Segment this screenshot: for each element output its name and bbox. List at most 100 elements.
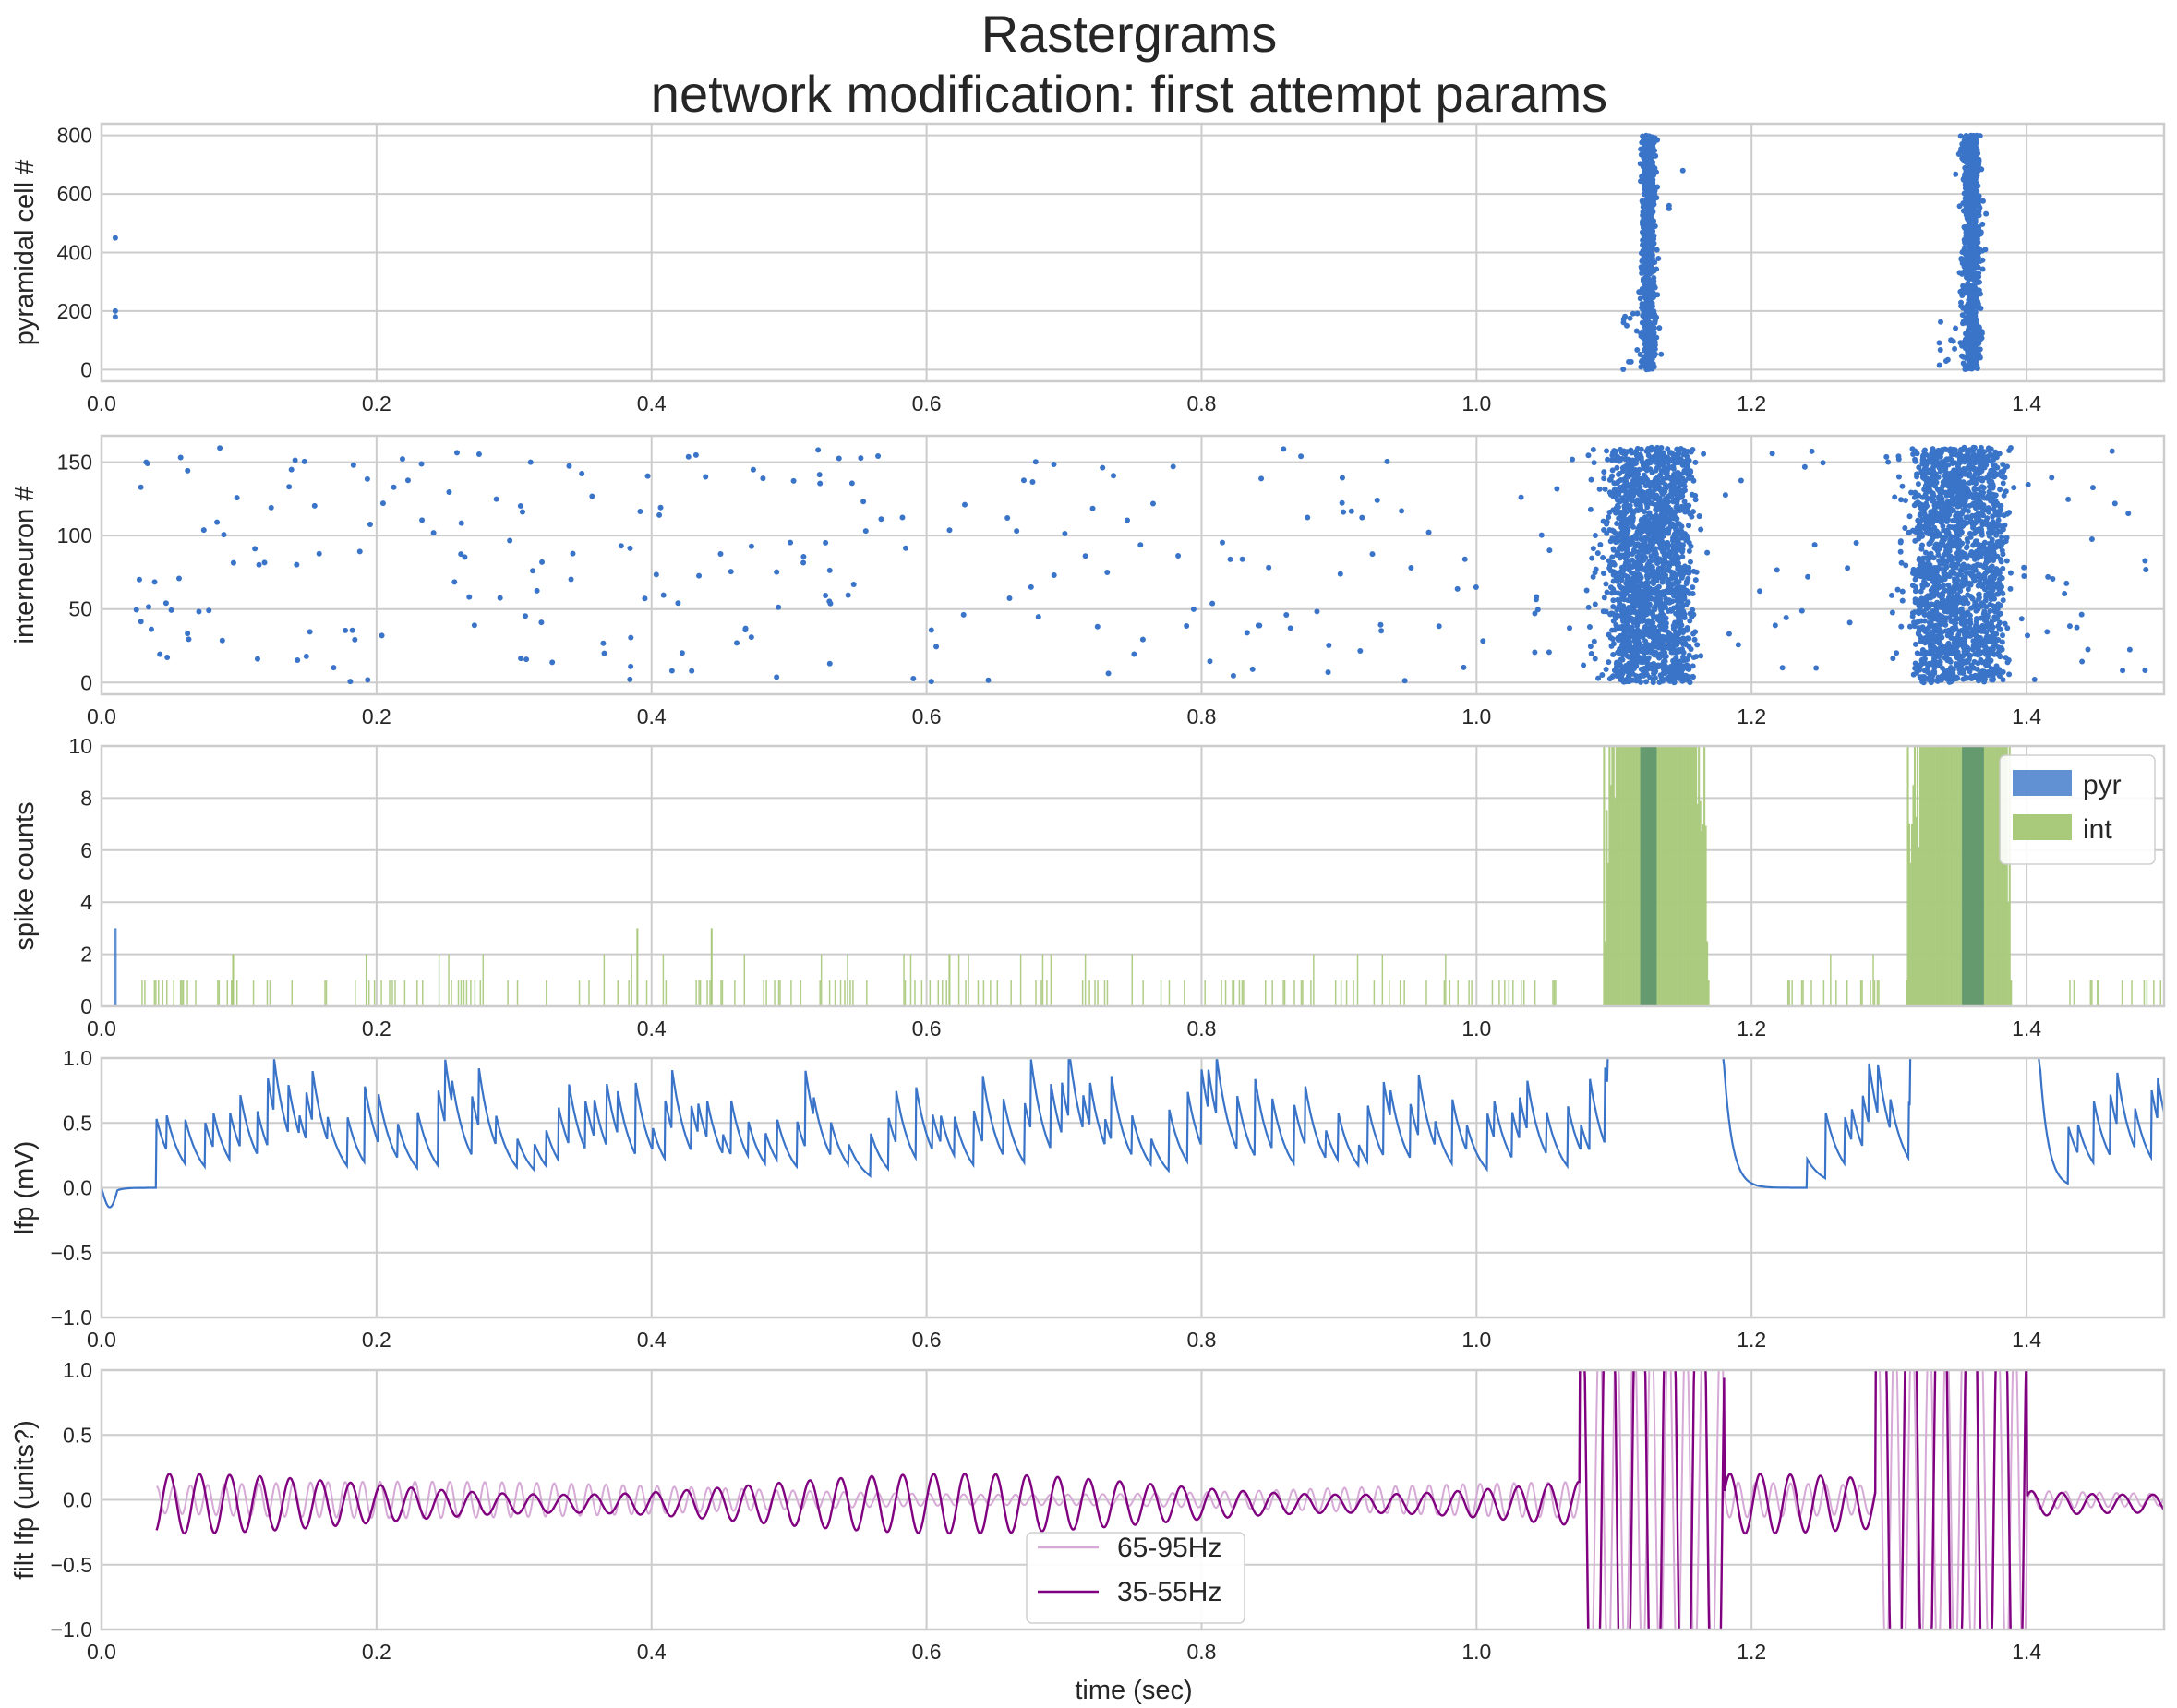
spike-point (1957, 340, 1964, 346)
spike-point (1629, 664, 1635, 670)
spike-point (1696, 513, 1702, 520)
spike-point (1627, 644, 1633, 650)
spike-point (1605, 456, 1611, 463)
spike-point (136, 576, 142, 583)
spike-point (1620, 518, 1627, 524)
spike-point (1961, 236, 1967, 243)
spike-point (517, 503, 523, 510)
spike-point (589, 493, 595, 499)
spike-point (875, 453, 882, 460)
spike-point (1629, 498, 1635, 504)
spike-point (462, 554, 468, 560)
spike-point (1678, 528, 1685, 535)
spike-point (1125, 517, 1131, 523)
spike-point (618, 543, 624, 549)
x-tick-label: 1.4 (2012, 704, 2041, 728)
spike-point (1681, 676, 1688, 682)
spike-point (717, 550, 724, 557)
spike-point (1637, 352, 1643, 358)
spike-point (2126, 646, 2133, 653)
y-tick-label: 100 (57, 523, 92, 547)
spike-point (657, 504, 664, 511)
spike-point (689, 668, 695, 674)
x-tick-label: 0.0 (87, 704, 116, 728)
spike-point (519, 509, 525, 515)
spike-point (1567, 625, 1573, 631)
spike-point (1588, 476, 1594, 483)
spike-point (1600, 554, 1606, 560)
spike-point (566, 463, 572, 469)
spike-point (1963, 168, 1969, 174)
spike-point (419, 517, 426, 523)
spike-point (1644, 535, 1651, 541)
spike-point (1738, 477, 1744, 484)
spike-point (1681, 639, 1688, 645)
spike-point (185, 631, 191, 637)
spike-point (1170, 463, 1176, 470)
spike-point (1968, 167, 1975, 174)
spike-point (343, 627, 349, 633)
spike-point (2025, 632, 2031, 639)
spike-point (1944, 356, 1951, 363)
spike-point (1357, 647, 1364, 654)
spike-point (157, 651, 163, 657)
spike-point (1646, 559, 1653, 565)
spike-point (1534, 594, 1540, 600)
spike-point (1958, 353, 1965, 359)
spike-point (1020, 477, 1027, 484)
spike-point (534, 587, 540, 594)
spike-point (1652, 135, 1658, 141)
spike-point (1668, 511, 1675, 517)
spike-point (1681, 499, 1688, 505)
spike-point (1401, 678, 1408, 684)
spike-point (1959, 287, 1966, 294)
x-tick-label: 1.0 (1461, 391, 1491, 415)
spike-point (1885, 459, 1892, 465)
spike-point (1614, 521, 1620, 527)
spike-point (660, 592, 667, 598)
spike-point (1337, 571, 1343, 577)
spike-point (1667, 549, 1674, 556)
spike-point (570, 550, 576, 557)
spike-point (1964, 151, 1970, 158)
spike-point (1690, 477, 1697, 484)
spike-point (1594, 550, 1601, 557)
spike-point (1647, 608, 1654, 615)
spike-point (1654, 535, 1661, 541)
spike-point (1657, 595, 1664, 602)
spike-point (1685, 599, 1691, 606)
spike-point (1590, 546, 1596, 552)
spike-point (1617, 600, 1623, 607)
spike-point (1601, 475, 1607, 482)
spike-point (164, 655, 171, 661)
spike-point (1967, 309, 1973, 316)
spike-point (1685, 575, 1691, 582)
spike-point (2000, 597, 2006, 604)
spike-point (168, 607, 174, 613)
spike-point (1689, 491, 1695, 498)
spike-point (1650, 680, 1656, 686)
spike-point (1968, 235, 1975, 242)
spike-point (217, 445, 223, 451)
spike-point (1623, 525, 1630, 532)
spike-point (1627, 593, 1633, 599)
x-tick-label: 1.2 (1737, 391, 1766, 415)
spike-point (1281, 446, 1287, 452)
spike-point (1936, 340, 1942, 346)
spike-point (1906, 513, 1913, 520)
spike-point (1624, 322, 1630, 329)
spike-point (1610, 597, 1617, 604)
spike-point (1646, 271, 1653, 277)
spike-point (1082, 553, 1088, 559)
spike-point (1704, 549, 1711, 556)
spike-point (1658, 523, 1665, 530)
spike-point (1642, 228, 1648, 235)
spike-point (1627, 502, 1633, 509)
spike-point (1399, 508, 1405, 514)
spike-point (2003, 558, 2010, 564)
spike-point (2062, 591, 2068, 597)
spike-point (458, 520, 464, 526)
spike-point (903, 545, 909, 551)
axes-frame (100, 122, 2166, 383)
spike-point (1641, 311, 1647, 318)
